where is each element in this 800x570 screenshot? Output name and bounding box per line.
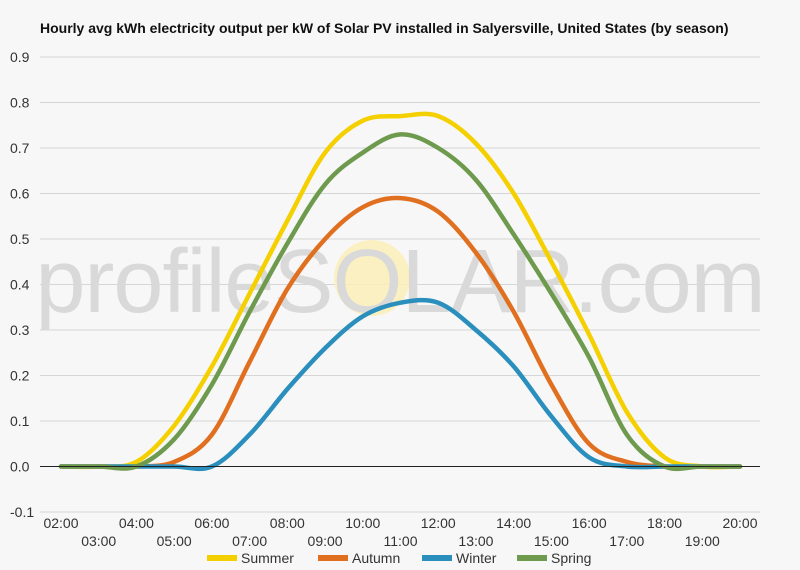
- x-tick-label: 19:00: [685, 533, 720, 549]
- x-tick-label: 12:00: [421, 515, 456, 531]
- legend-swatch-autumn: [318, 555, 348, 561]
- watermark-sun-icon: [334, 240, 410, 316]
- x-tick-label: 16:00: [572, 515, 607, 531]
- legend-label-autumn: Autumn: [352, 550, 400, 566]
- x-tick-label: 17:00: [609, 533, 644, 549]
- legend-swatch-summer: [207, 555, 237, 561]
- x-tick-label: 04:00: [119, 515, 154, 531]
- x-tick-label: 09:00: [308, 533, 343, 549]
- chart-title: Hourly avg kWh electricity output per kW…: [40, 20, 729, 36]
- x-tick-label: 02:00: [43, 515, 78, 531]
- y-tick-label: 0.0: [10, 459, 30, 475]
- watermark-text: profileSOLAR.com: [35, 232, 764, 332]
- x-tick-label: 14:00: [496, 515, 531, 531]
- y-tick-label: -0.1: [10, 504, 34, 520]
- y-tick-label: 0.8: [10, 95, 30, 111]
- x-tick-label: 07:00: [232, 533, 267, 549]
- y-tick-label: 0.5: [10, 231, 30, 247]
- y-tick-label: 0.1: [10, 413, 30, 429]
- watermark-layer: profileSOLAR.com: [35, 232, 765, 332]
- series-line-spring: [58, 132, 743, 472]
- legend-label-winter: Winter: [456, 550, 497, 566]
- y-tick-label: 0.7: [10, 140, 30, 156]
- y-tick-label: 0.2: [10, 368, 30, 384]
- legend-label-summer: Summer: [241, 550, 294, 566]
- grid-layer: [40, 56, 760, 513]
- y-tick-label: 0.4: [10, 277, 30, 293]
- axis-layer: -0.10.00.10.20.30.40.50.60.70.80.902:000…: [10, 49, 760, 549]
- series-line-autumn: [58, 195, 743, 470]
- series-line-summer: [58, 111, 743, 470]
- x-tick-label: 06:00: [194, 515, 229, 531]
- x-tick-label: 03:00: [81, 533, 116, 549]
- x-tick-label: 11:00: [384, 533, 418, 549]
- legend-label-spring: Spring: [551, 550, 591, 566]
- x-tick-label: 13:00: [458, 533, 493, 549]
- y-tick-label: 0.9: [10, 49, 30, 65]
- legend: Summer Autumn Winter Spring: [207, 550, 591, 566]
- legend-swatch-spring: [517, 555, 547, 561]
- x-tick-label: 18:00: [647, 515, 682, 531]
- x-tick-label: 15:00: [534, 533, 569, 549]
- x-tick-label: 08:00: [270, 515, 305, 531]
- y-tick-label: 0.3: [10, 322, 30, 338]
- x-tick-label: 20:00: [722, 515, 757, 531]
- y-tick-label: 0.6: [10, 186, 30, 202]
- x-tick-label: 10:00: [345, 515, 380, 531]
- legend-swatch-winter: [422, 555, 452, 561]
- x-tick-label: 05:00: [157, 533, 192, 549]
